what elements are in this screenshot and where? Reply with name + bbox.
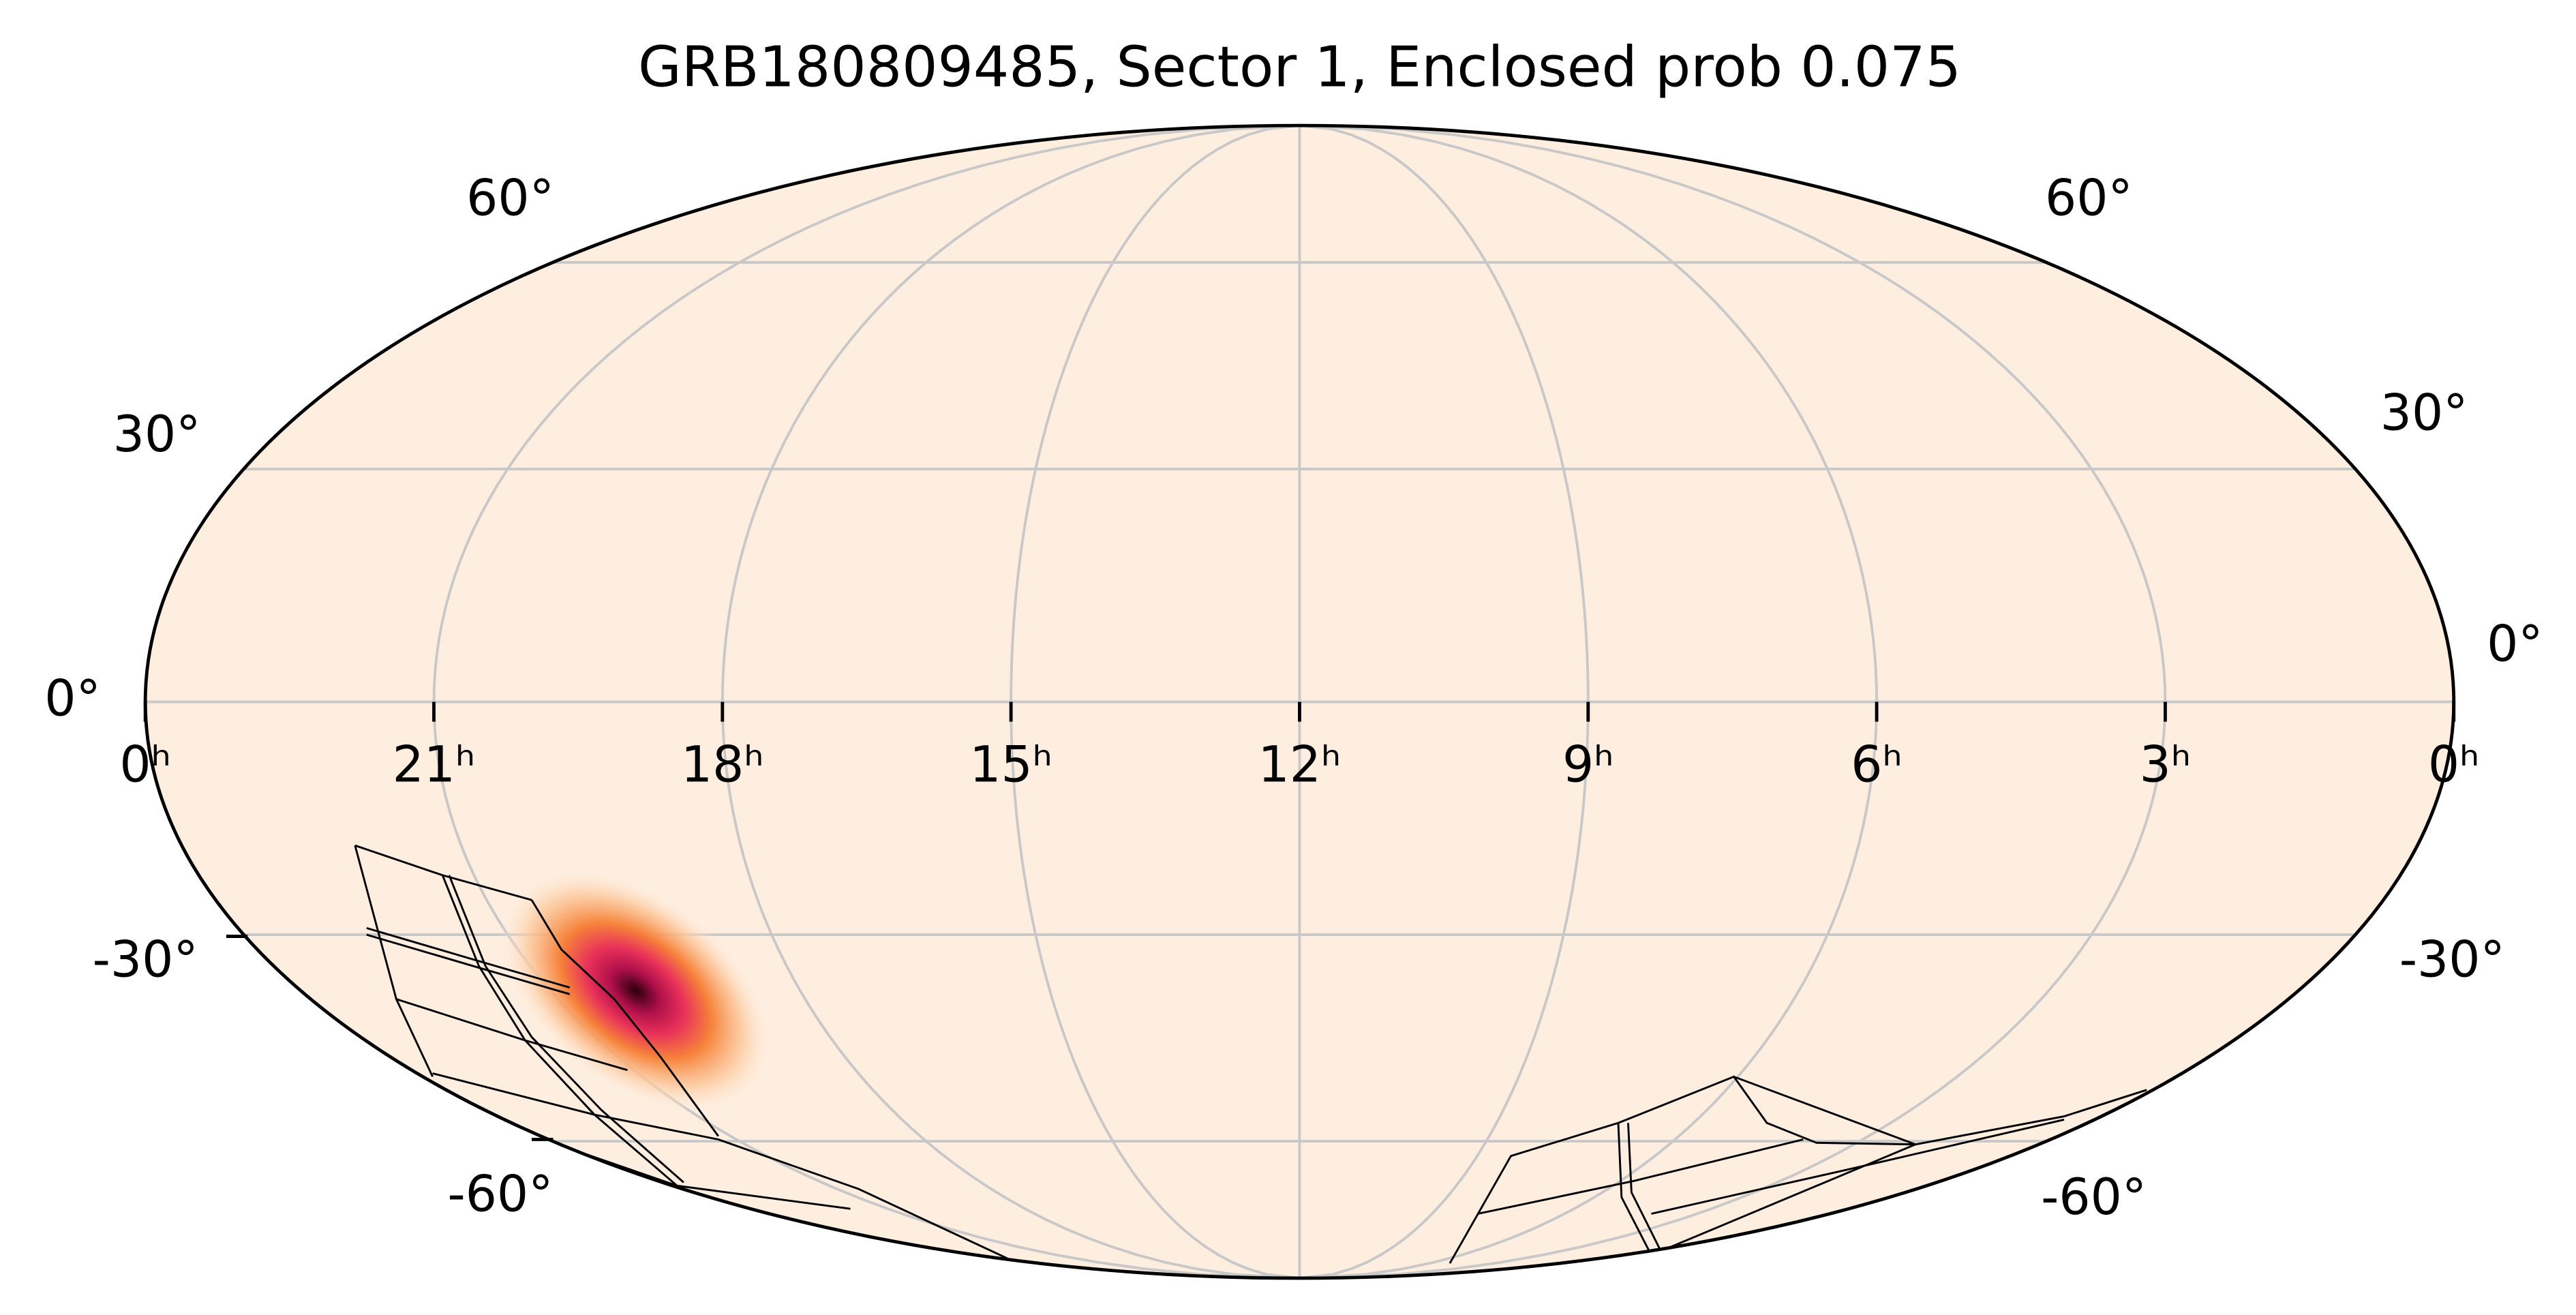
tile-edge — [1651, 1119, 2065, 1215]
ra-label: 0ʰ — [119, 736, 171, 793]
tile-edge — [366, 933, 571, 995]
dec-label: 0° — [2487, 616, 2543, 674]
tile-edge — [395, 998, 628, 1072]
tile-edge — [1449, 1075, 2147, 1264]
ra-label: 15ʰ — [969, 736, 1052, 793]
dec-label: -60° — [2041, 1169, 2147, 1226]
dec-label: 30° — [113, 406, 201, 464]
ra-label: 12ʰ — [1258, 736, 1342, 793]
tile-edge — [1477, 1138, 1804, 1215]
tile-edge — [1617, 1123, 1652, 1256]
ra-label: 9ʰ — [1562, 736, 1614, 793]
tile-edge — [1627, 1123, 1663, 1252]
dec-label: -60° — [447, 1166, 553, 1223]
tile-edge — [1733, 1076, 1916, 1146]
ra-label: 0ʰ — [2428, 736, 2480, 793]
dec-label: 0° — [44, 671, 101, 728]
tile-edge — [448, 875, 684, 1183]
ra-label: 3ʰ — [2140, 736, 2192, 793]
sky-border — [143, 123, 2456, 1280]
tile-edge — [432, 1072, 1008, 1260]
dec-label: -30° — [2399, 931, 2505, 988]
dec-label: 60° — [466, 170, 554, 228]
tile-edge — [1650, 1143, 1916, 1256]
tile-edge — [530, 899, 719, 1137]
dec-label: 60° — [2045, 170, 2133, 228]
dec-label: 30° — [2380, 384, 2468, 442]
map-title: GRB180809485, Sector 1, Enclosed prob 0.… — [638, 35, 1961, 100]
ra-label: 6ʰ — [1851, 736, 1903, 793]
tile-edge — [366, 927, 571, 989]
ra-label: 18ʰ — [681, 736, 764, 793]
dec-label: -30° — [93, 931, 198, 988]
ra-label: 21ʰ — [393, 736, 476, 793]
